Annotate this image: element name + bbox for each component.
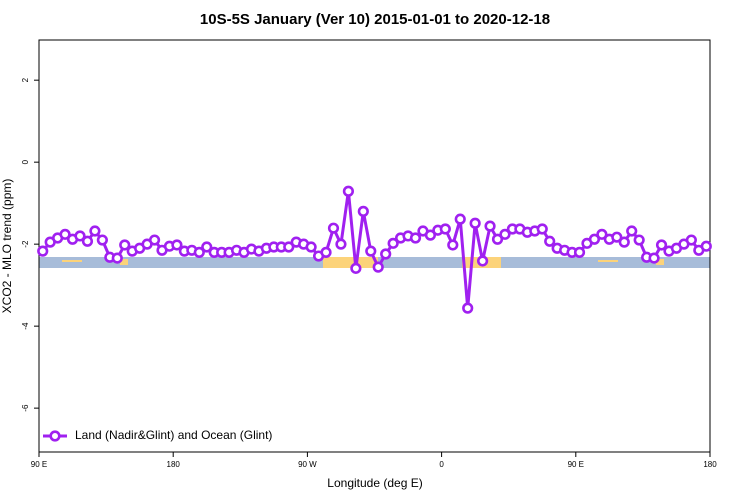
land-speck xyxy=(62,260,82,262)
point xyxy=(596,228,608,240)
x-tick-label: 180 xyxy=(167,460,181,469)
point xyxy=(320,246,332,258)
point xyxy=(387,237,399,249)
point xyxy=(37,245,49,257)
point xyxy=(74,230,86,242)
point xyxy=(633,234,645,246)
x-tick-label: 90 E xyxy=(568,460,584,469)
x-tick-label: 180 xyxy=(703,460,717,469)
x-tick-label: 0 xyxy=(439,460,444,469)
y-tick-label: -2 xyxy=(21,240,30,248)
point xyxy=(283,241,295,253)
point xyxy=(193,246,205,258)
point xyxy=(499,228,511,240)
point xyxy=(357,205,369,217)
point xyxy=(439,223,451,235)
point xyxy=(484,220,496,232)
y-tick-label: -4 xyxy=(21,322,30,330)
point xyxy=(59,228,71,240)
point xyxy=(588,233,601,245)
point xyxy=(700,240,712,252)
point xyxy=(89,225,101,237)
point xyxy=(342,185,355,197)
point xyxy=(305,241,317,253)
y-tick-label: 2 xyxy=(21,77,30,82)
point xyxy=(409,232,422,244)
point xyxy=(327,222,340,234)
point xyxy=(335,238,347,250)
point xyxy=(648,252,660,264)
point xyxy=(148,234,161,246)
point xyxy=(655,239,668,251)
point xyxy=(573,246,586,258)
point xyxy=(372,261,384,273)
y-axis-label: XCO2 - MLO trend (ppm) xyxy=(0,179,14,314)
y-tick-label: -6 xyxy=(21,404,30,412)
point xyxy=(119,239,131,251)
point xyxy=(111,252,123,264)
point xyxy=(469,217,481,229)
land-speck xyxy=(656,259,664,265)
point xyxy=(454,213,466,225)
point xyxy=(618,236,630,248)
point xyxy=(536,223,548,235)
chart-title: 10S-5S January (Ver 10) 2015-01-01 to 20… xyxy=(200,11,550,28)
point xyxy=(365,245,377,257)
point xyxy=(424,229,437,241)
point xyxy=(201,241,213,253)
point xyxy=(611,231,623,243)
point xyxy=(491,233,504,245)
point xyxy=(380,248,392,260)
legend-marker xyxy=(49,430,61,442)
point xyxy=(350,262,362,274)
point xyxy=(685,234,697,246)
point xyxy=(96,234,108,246)
land-speck xyxy=(120,259,128,265)
point xyxy=(447,239,459,251)
point xyxy=(477,255,489,267)
point xyxy=(462,302,474,314)
y-tick-label: 0 xyxy=(21,159,30,164)
land-strip xyxy=(323,257,378,268)
point xyxy=(81,235,94,247)
x-axis-label: Longitude (deg E) xyxy=(327,476,422,490)
point xyxy=(171,239,183,251)
land-speck xyxy=(598,260,618,262)
x-tick-label: 90 E xyxy=(31,460,47,469)
point xyxy=(626,225,638,237)
point xyxy=(544,235,556,247)
legend-label: Land (Nadir&Glint) and Ocean (Glint) xyxy=(75,428,272,442)
x-tick-label: 90 W xyxy=(298,460,317,469)
